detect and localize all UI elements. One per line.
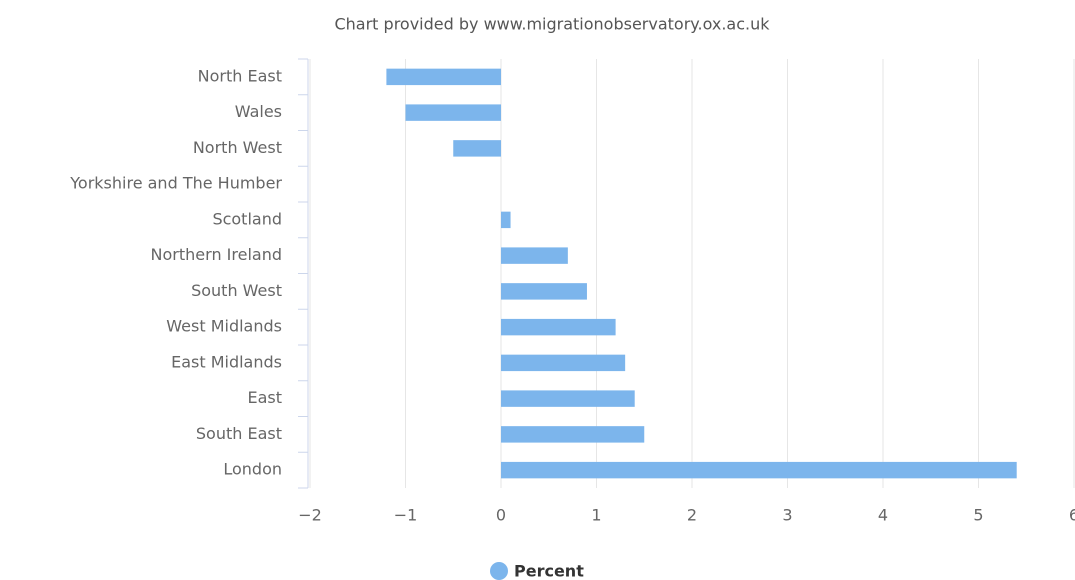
y-tick-label: North East [198, 66, 282, 85]
x-tick-label: 1 [591, 506, 601, 525]
y-tick-label: East Midlands [171, 352, 282, 371]
x-tick-label: 3 [782, 506, 792, 525]
y-tick-label: Wales [235, 102, 282, 121]
bar [501, 426, 645, 443]
bar [386, 68, 501, 86]
y-tick-label: South East [196, 424, 282, 443]
legend-label: Percent [514, 562, 584, 580]
x-tick-label: 6 [1069, 506, 1075, 525]
x-tick-label: 0 [496, 506, 506, 525]
y-tick-label: Scotland [212, 209, 282, 228]
y-tick-label: Northern Ireland [151, 245, 282, 264]
bar [501, 247, 568, 264]
bar [501, 390, 635, 407]
bar [501, 461, 1017, 479]
x-tick-label: 5 [973, 506, 983, 525]
bar [501, 283, 587, 300]
chart-title: Chart provided by www.migrationobservato… [334, 15, 770, 34]
legend-marker [490, 562, 508, 580]
y-tick-label: London [223, 460, 282, 479]
bar [501, 354, 626, 372]
x-tick-label: −2 [298, 506, 322, 525]
y-tick-label: North West [193, 138, 282, 157]
y-tick-label: South West [191, 281, 282, 300]
bar [453, 140, 501, 157]
bar [405, 104, 501, 121]
bar [501, 318, 616, 336]
x-tick-label: 2 [687, 506, 697, 525]
bar [501, 211, 511, 229]
x-tick-label: −1 [394, 506, 418, 525]
x-tick-label: 4 [878, 506, 888, 525]
y-tick-label: Yorkshire and The Humber [69, 174, 282, 193]
y-tick-label: West Midlands [166, 317, 282, 336]
y-tick-label: East [247, 388, 282, 407]
